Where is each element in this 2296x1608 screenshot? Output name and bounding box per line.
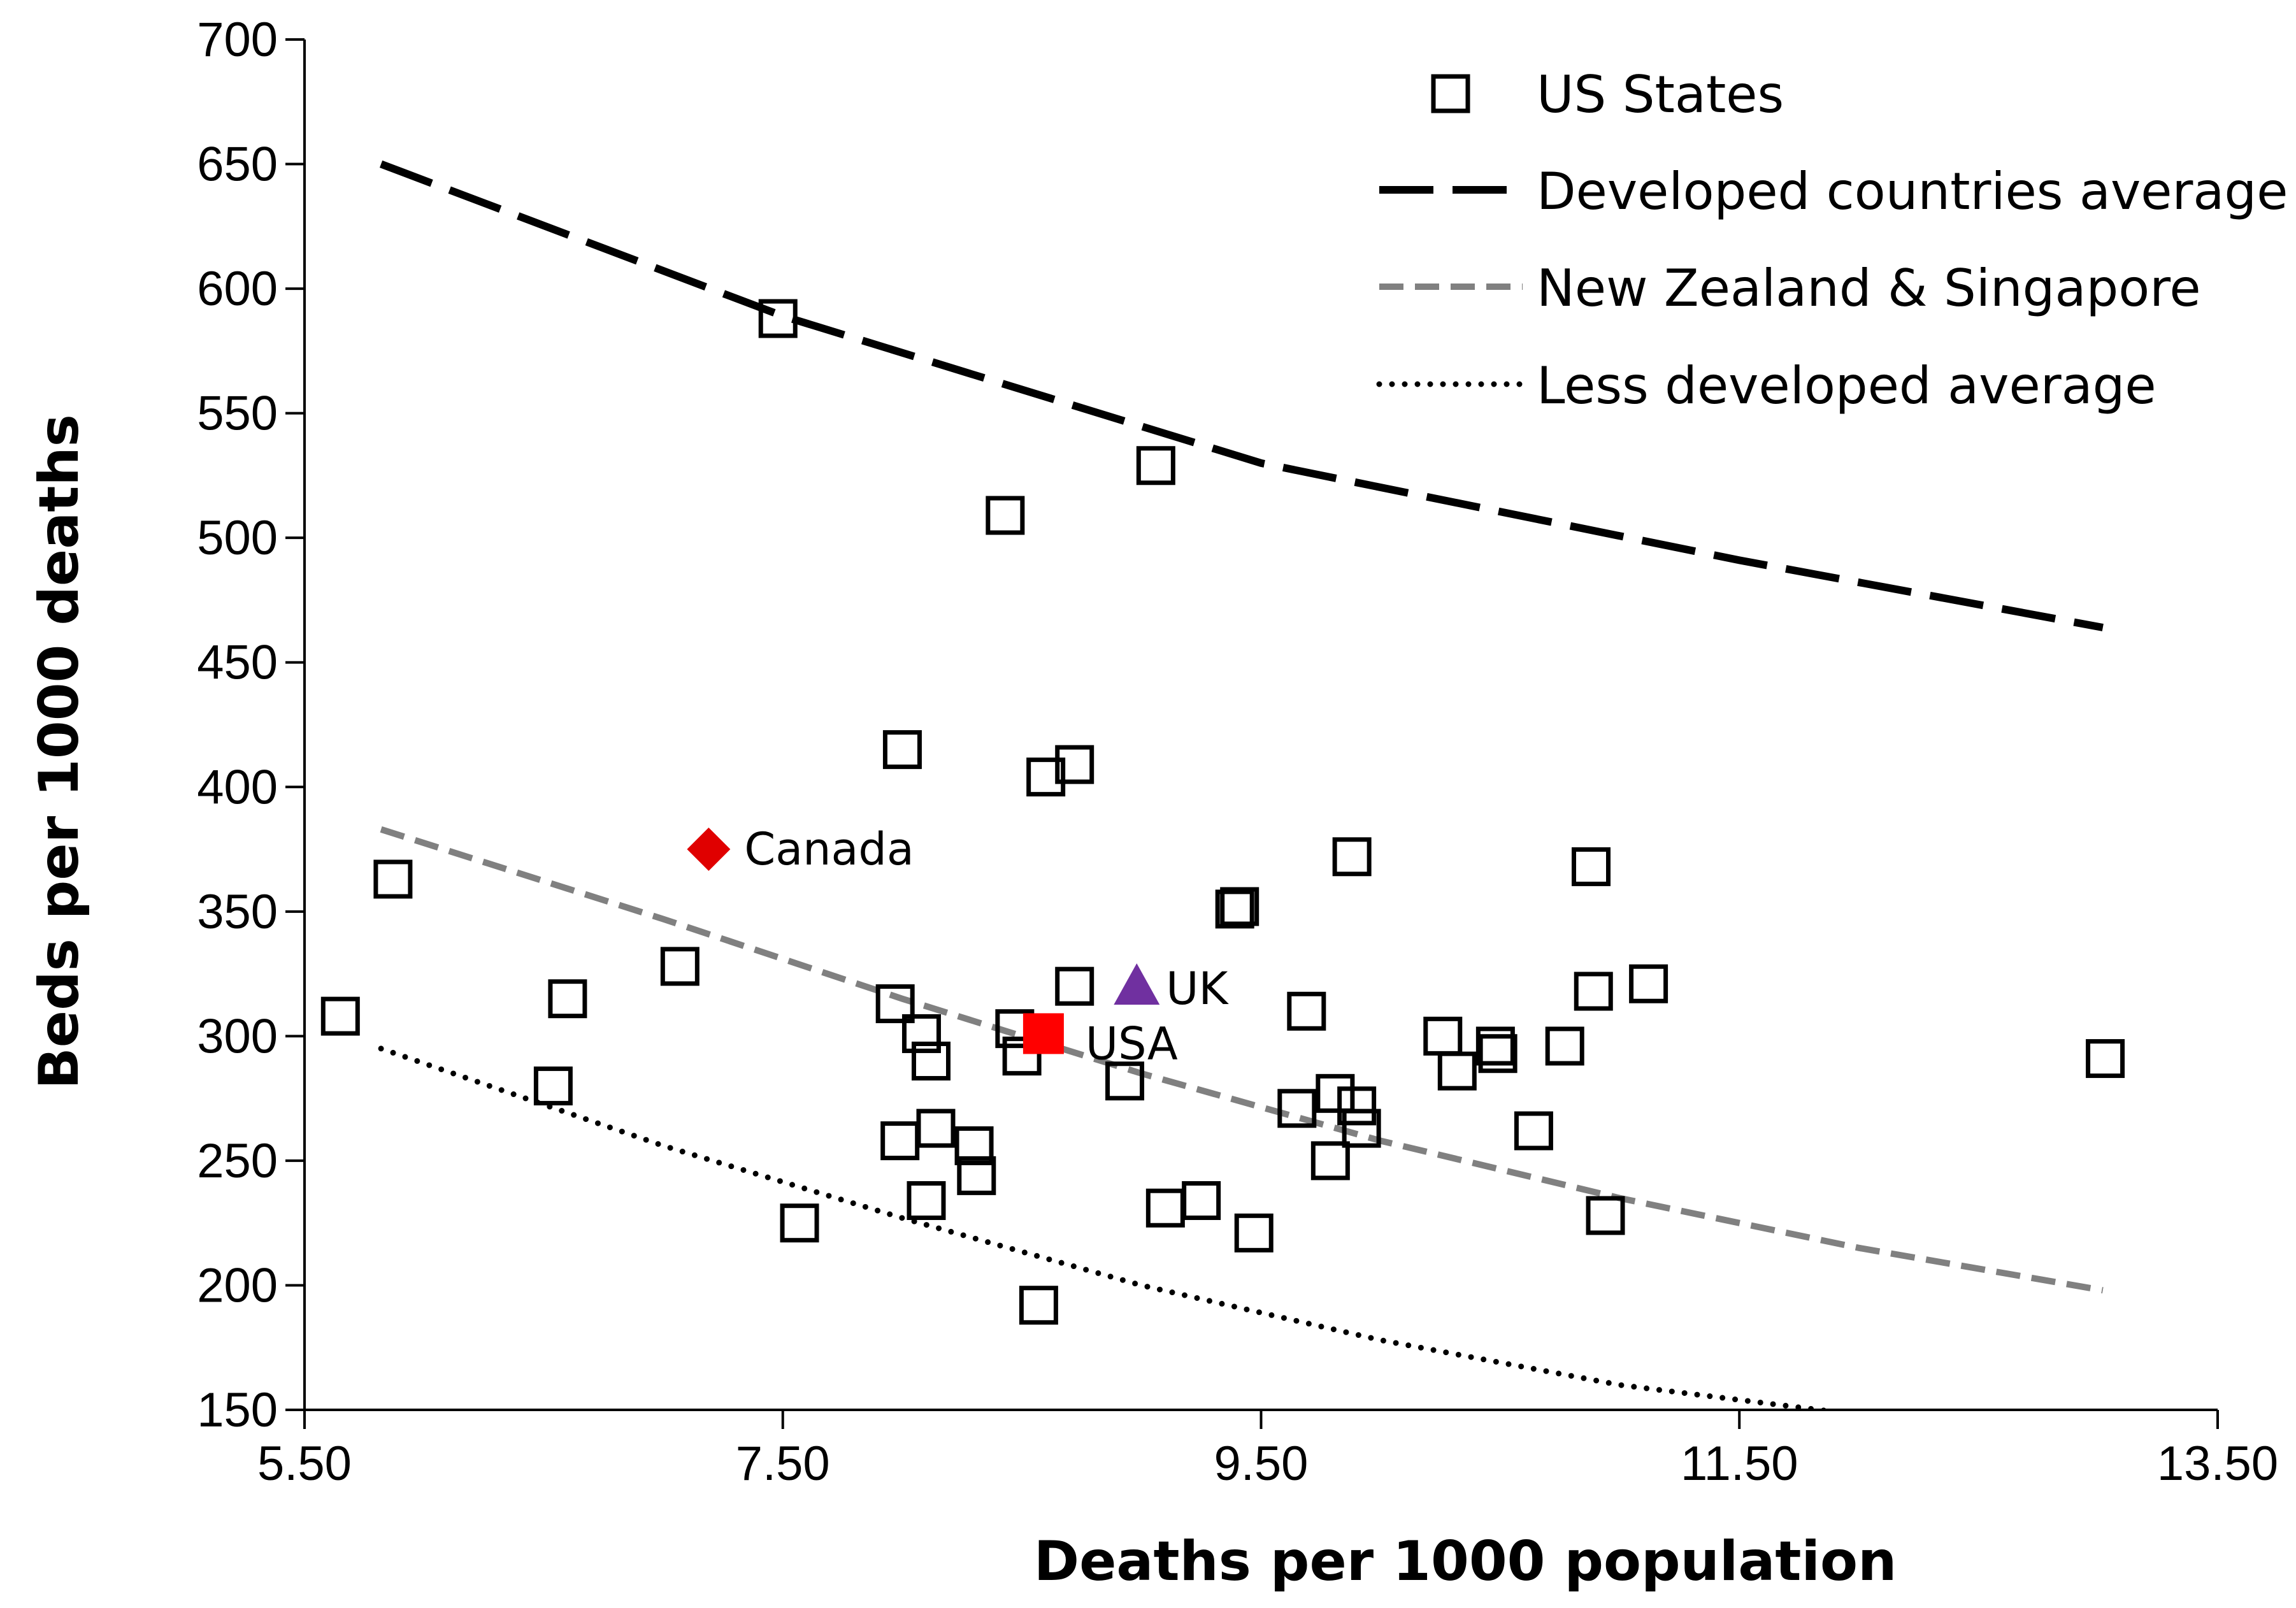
y-tick-label: 600	[197, 262, 278, 316]
us-state-point	[1026, 757, 1066, 797]
us-state-point	[1287, 991, 1326, 1031]
x-tick-label: 7.50	[736, 1437, 830, 1491]
us-state-point	[911, 1041, 951, 1080]
us-state-point	[1586, 1196, 1625, 1235]
legend-label-less-developed: Less developed average	[1537, 356, 2156, 415]
usa-label: USA	[1086, 1017, 1178, 1070]
us-state-point	[1002, 1037, 1042, 1076]
us-state-point	[957, 1156, 996, 1195]
y-tick-label: 400	[197, 760, 278, 814]
uk-point	[1114, 963, 1160, 1005]
x-tick-label: 13.50	[2157, 1437, 2278, 1491]
canada-label: Canada	[744, 823, 914, 875]
legend-marker-us-states	[1431, 74, 1470, 113]
us-state-point	[1055, 745, 1094, 784]
us-state-point	[875, 984, 915, 1024]
legend-label-developed: Developed countries average	[1537, 162, 2288, 221]
y-tick-label: 250	[197, 1134, 278, 1188]
y-axis-title: Beds per 1000 deaths	[27, 414, 91, 1089]
us-state-point	[882, 730, 922, 770]
us-state-point	[780, 1203, 819, 1243]
nz-singapore-line	[380, 826, 2104, 1294]
us-state-point	[2086, 1039, 2125, 1079]
us-state-point	[1332, 837, 1372, 877]
us-state-point	[880, 1121, 920, 1161]
us-state-point	[1545, 1026, 1584, 1066]
x-tick-label: 11.50	[1681, 1437, 1798, 1491]
legend: US States Developed countries average Ne…	[1376, 65, 2288, 415]
us-state-point	[1342, 1109, 1381, 1148]
us-state-point	[1234, 1213, 1274, 1253]
us-state-point	[660, 947, 700, 986]
us-state-point	[1136, 446, 1175, 485]
y-tick-label: 700	[197, 13, 278, 67]
x-tick-label: 5.50	[257, 1437, 352, 1491]
us-state-point	[1629, 964, 1668, 1003]
us-state-point	[901, 1014, 941, 1053]
uk-label: UK	[1166, 963, 1229, 1015]
us-state-point	[373, 859, 413, 899]
usa-point	[1022, 1013, 1064, 1054]
us-state-point	[1475, 1026, 1515, 1066]
us-state-point	[907, 1181, 946, 1220]
y-tick-label: 150	[197, 1383, 278, 1437]
us-state-point	[1105, 1061, 1145, 1101]
us-state-point	[533, 1066, 573, 1106]
y-tick-label: 350	[197, 885, 278, 939]
us-state-point	[548, 979, 587, 1019]
us-state-point	[1316, 1073, 1355, 1113]
us-state-point	[1019, 1286, 1058, 1325]
us-state-point	[1310, 1141, 1350, 1181]
us-state-point	[1574, 972, 1613, 1011]
x-tick-label: 9.50	[1214, 1437, 1309, 1491]
y-tick-label: 550	[197, 387, 278, 441]
legend-label-us-states: US States	[1537, 65, 1784, 124]
us-state-point	[986, 496, 1025, 535]
us-state-point	[1145, 1188, 1185, 1228]
y-tick-label: 650	[197, 138, 278, 192]
y-tick-label: 450	[197, 636, 278, 690]
less-developed-average-line	[378, 1045, 1842, 1410]
us-state-point	[1437, 1051, 1477, 1091]
us-state-point	[758, 299, 798, 338]
developed-countries-average-line	[379, 160, 2104, 631]
us-state-point	[1423, 1016, 1463, 1056]
y-tick-label: 300	[197, 1009, 278, 1063]
x-axis-title: Deaths per 1000 population	[1034, 1530, 1897, 1593]
us-state-point	[954, 1126, 994, 1165]
canada-point	[687, 828, 731, 872]
us-state-point	[320, 996, 360, 1036]
us-state-point	[1055, 966, 1094, 1006]
us-state-point	[1478, 1034, 1518, 1073]
us-state-point	[1337, 1086, 1377, 1126]
us-state-point	[1215, 889, 1254, 929]
us-state-point	[1182, 1181, 1221, 1220]
us-state-point	[916, 1109, 956, 1148]
y-tick-label: 500	[197, 511, 278, 565]
y-tick-label: 200	[197, 1258, 278, 1312]
us-state-point	[1514, 1111, 1553, 1151]
us-state-point	[1220, 887, 1259, 926]
legend-label-nz-singapore: New Zealand & Singapore	[1537, 259, 2201, 318]
us-state-point	[1277, 1089, 1317, 1128]
us-state-point	[1572, 847, 1611, 886]
